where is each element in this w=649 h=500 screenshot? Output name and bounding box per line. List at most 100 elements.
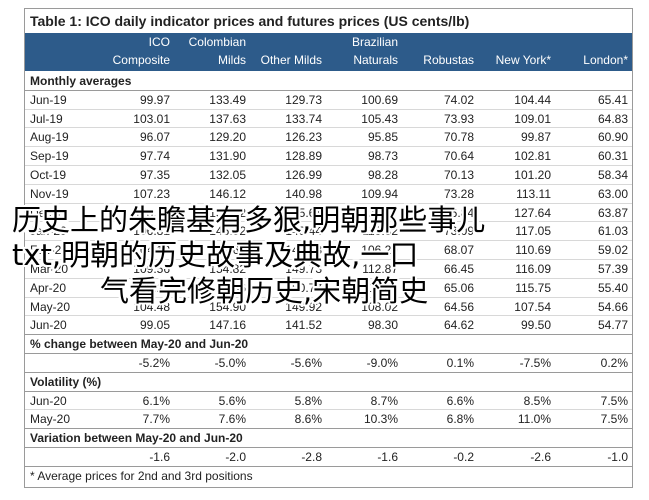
column-header: Brazilian [351, 35, 398, 49]
row-separator [25, 146, 632, 148]
cell-value: 133.49 [209, 92, 246, 107]
cell-value: 64.83 [597, 111, 628, 126]
row-separator [25, 277, 632, 279]
cell-value: 101.20 [514, 168, 551, 182]
section-label: Volatility (%) [30, 374, 102, 389]
cell-value: 99.50 [520, 318, 551, 333]
cell-value: 133.74 [285, 111, 322, 126]
section-label: % change between May-20 and Jun-20 [30, 337, 249, 352]
cell-value: -7.5% [519, 356, 551, 370]
cell-value: 0.2% [600, 356, 628, 370]
cell-value: -2.6 [530, 450, 551, 464]
table-title: Table 1: ICO daily indicator prices and … [30, 13, 470, 29]
column-header: Composite [112, 53, 170, 67]
row-label: Dec-19 [30, 205, 69, 220]
overlay-text: 历史上的朱瞻基有多狠,明朝那些事儿 [12, 203, 486, 237]
row-separator [25, 202, 632, 204]
cell-value: 103.01 [133, 111, 170, 126]
cell-value: 99.97 [139, 92, 170, 107]
column-header: Colombian [188, 35, 246, 49]
cell-value: 76.84 [443, 205, 474, 220]
cell-value: 70.64 [443, 149, 474, 164]
row-separator [25, 371, 632, 373]
cell-value: -2.0 [225, 450, 246, 464]
cell-value: 63.00 [597, 186, 628, 201]
row-label: Feb-20 [30, 243, 69, 258]
row-label: Jun-20 [30, 318, 67, 333]
cell-value: 154.82 [209, 262, 246, 276]
cell-value: 5.6% [218, 393, 246, 408]
cell-value: 102.81 [514, 149, 551, 164]
cell-value: 129.73 [285, 92, 322, 107]
row-label: Mar-20 [30, 262, 69, 276]
cell-value: 63.87 [597, 205, 628, 220]
cell-value: 6.1% [142, 393, 170, 408]
cell-value: 10.3% [363, 412, 398, 427]
cell-value: 99.05 [139, 318, 170, 333]
cell-value: 64.62 [443, 318, 474, 333]
row-label: Jul-19 [30, 111, 63, 126]
cell-value: 98.30 [367, 318, 398, 333]
cell-value: 150.77 [285, 280, 322, 295]
cell-value: 95.85 [367, 130, 398, 145]
row-label: May-20 [30, 299, 71, 314]
row-separator [25, 240, 632, 242]
column-header: Milds [217, 53, 246, 67]
cell-value: 108.02 [361, 299, 398, 314]
cell-value: 115.75 [515, 280, 551, 295]
overlay-text: txt,明朝的历史故事及典故,一口 [12, 238, 419, 272]
cell-value: 98.28 [367, 168, 398, 182]
cell-value: 7.5% [600, 412, 628, 427]
cell-value: 109.01 [514, 111, 551, 126]
cell-value: 0.1% [446, 356, 474, 370]
row-separator [25, 108, 632, 110]
section-label: Variation between May-20 and Jun-20 [30, 431, 243, 446]
row-separator [25, 259, 632, 260]
cell-value: -1.6 [377, 450, 398, 464]
cell-value: 65.41 [597, 92, 628, 107]
cell-value: 104.19 [133, 243, 170, 258]
overlay-text: 气看完修朝历史,宋朝简史 [100, 274, 429, 308]
row-separator [25, 465, 632, 467]
cell-value: 7.7% [142, 412, 170, 427]
cell-value: 54.66 [597, 299, 628, 314]
row-label: Oct-19 [30, 168, 67, 182]
row-separator [25, 390, 632, 392]
row-separator [25, 334, 632, 336]
cell-value: -5.6% [290, 356, 322, 370]
cell-value: 110.32 [362, 224, 398, 239]
row-label: Nov-19 [30, 186, 69, 201]
column-header: ICO [148, 35, 170, 49]
cell-value: 153.06 [209, 280, 246, 295]
cell-value: 146.12 [209, 186, 246, 201]
row-separator [25, 165, 632, 166]
cell-value: -5.0% [214, 356, 246, 370]
cell-value: 61.03 [597, 224, 628, 239]
cell-value: 149.92 [285, 299, 322, 314]
cell-value: 68.07 [443, 243, 474, 258]
cell-value: 7.6% [218, 412, 246, 427]
row-label: Jan-20 [30, 224, 67, 239]
row-separator [25, 89, 632, 91]
table-frame [24, 8, 633, 488]
cell-value: 8.6% [294, 412, 322, 427]
row-separator [25, 221, 632, 223]
cell-value: 116.09 [515, 262, 551, 276]
cell-value: 146.52 [209, 224, 246, 239]
cell-value: 65.06 [443, 280, 474, 295]
cell-value: 155.61 [285, 205, 322, 220]
cell-value: -9.0% [366, 356, 398, 370]
cell-value: 131.90 [209, 149, 246, 164]
cell-value: 142.38 [285, 243, 322, 258]
cell-value: -2.8 [301, 450, 322, 464]
cell-value: 124.37 [361, 205, 398, 220]
row-separator [25, 353, 632, 354]
cell-value: -1.0 [607, 450, 628, 464]
cell-value: 137.63 [209, 111, 246, 126]
column-header: New York* [495, 53, 551, 67]
cell-value: 60.31 [597, 149, 628, 164]
cell-value: 98.73 [367, 149, 398, 164]
cell-value: 126.23 [285, 130, 322, 145]
cell-value: 104.48 [133, 299, 170, 314]
cell-value: 117.05 [515, 224, 551, 239]
